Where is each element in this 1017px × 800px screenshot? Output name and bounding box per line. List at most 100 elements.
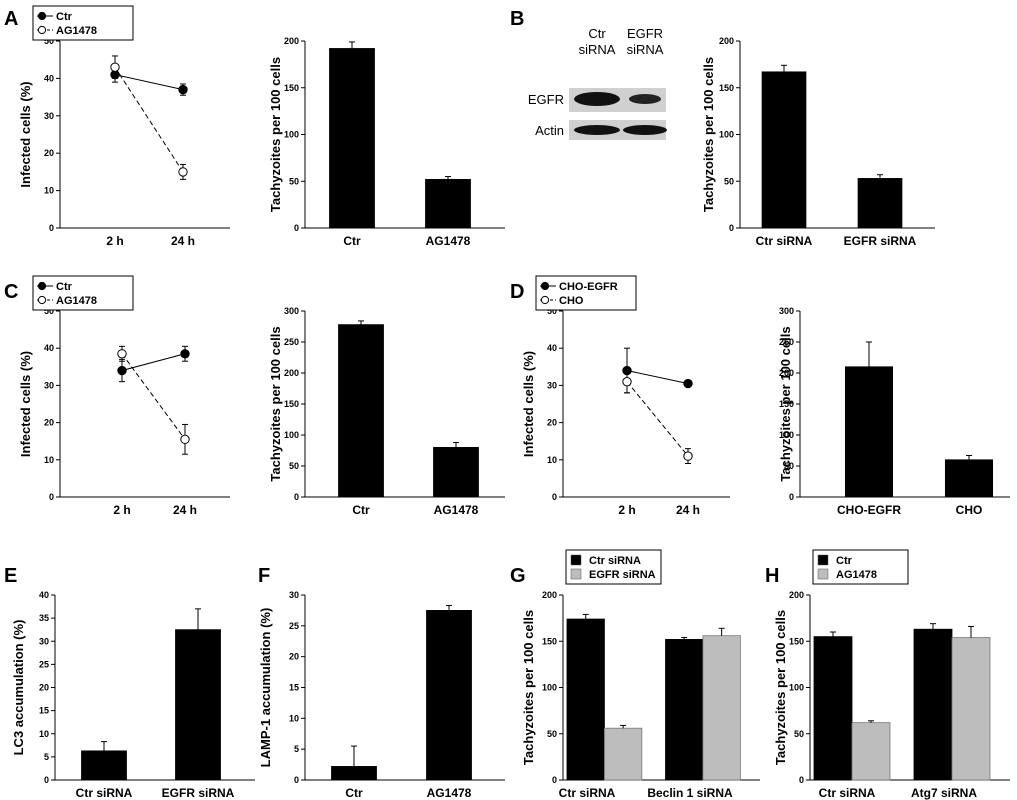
y-tick-label: 150	[789, 636, 804, 646]
y-tick-label: 250	[779, 337, 794, 347]
legend-label: EGFR siRNA	[589, 569, 656, 581]
x-category-label: CHO-EGFR	[837, 503, 901, 517]
data-point-ag1478	[178, 167, 188, 177]
y-tick-label: 0	[799, 775, 804, 785]
y-tick-label: 50	[794, 729, 804, 739]
chart-d1: 0 10 20 30 40 50 Infected cells (%) 2 h 24 h CHO-…	[521, 275, 730, 517]
x-category-label: EGFR siRNA	[162, 786, 235, 800]
legend-marker	[37, 25, 47, 35]
chart-g: 0 50 100 150 200 Tachyzoites per 100 cells Ctr…	[521, 549, 760, 800]
x-category-label: 2 h	[618, 503, 635, 517]
blot-row-label-egfr: EGFR	[528, 92, 564, 107]
y-axis-label: Tachyzoites per 100 cells	[701, 57, 716, 212]
y-tick-label: 50	[289, 461, 299, 471]
y-tick-label: 0	[552, 492, 557, 502]
y-axis-label: Tachyzoites per 100 cells	[268, 57, 283, 212]
y-tick-label: 0	[44, 775, 49, 785]
x-category-label: Atg7 siRNA	[911, 786, 977, 800]
blot-band-egfr-sirna	[629, 94, 661, 104]
bar-value-0	[338, 324, 384, 498]
y-axis-label: Tachyzoites per 100 cells	[773, 610, 788, 765]
x-category-label: 2 h	[106, 234, 123, 248]
y-tick-label: 10	[547, 455, 557, 465]
y-tick-label: 200	[779, 368, 794, 378]
legend-box	[535, 275, 637, 311]
legend-marker	[37, 11, 47, 21]
y-axis-label: Tachyzoites per 100 cells	[268, 326, 283, 481]
chart-f: 0 5 10 15 20 25 30 LAMP-1 accumulation (%) Ctr AG…	[258, 590, 505, 800]
chart-a2: 0 50 100 150 200 Tachyzoites per 100 cells Ctr…	[268, 36, 505, 248]
y-tick-label: 250	[284, 337, 299, 347]
y-tick-label: 5	[294, 744, 299, 754]
bar-ctr-1	[913, 628, 953, 781]
x-category-label: Beclin 1 siRNA	[647, 786, 733, 800]
data-point-cho	[622, 376, 632, 387]
bar-value-0	[329, 48, 375, 229]
x-category-label: Ctr	[343, 234, 361, 248]
bar-ctr-0	[813, 636, 853, 781]
blot-lane-1-line-1: Ctr	[588, 26, 606, 41]
bar-ag1478-0	[851, 722, 891, 781]
y-tick-label: 150	[284, 83, 299, 93]
legend-box	[32, 275, 134, 311]
x-category-label: AG1478	[427, 786, 472, 800]
legend-label: AG1478	[836, 569, 877, 581]
y-tick-label: 25	[289, 621, 299, 631]
y-axis-label: Infected cells (%)	[18, 351, 33, 457]
x-category-label: Ctr siRNA	[76, 786, 133, 800]
bar-ag1478-1	[951, 637, 991, 781]
y-tick-label: 20	[44, 418, 54, 428]
legend-label: AG1478	[56, 25, 97, 37]
y-tick-label: 40	[44, 343, 54, 353]
legend-swatch	[817, 554, 829, 566]
panel-label-e: E	[4, 565, 17, 587]
legend-label: AG1478	[56, 295, 97, 307]
legend-label: Ctr	[836, 555, 853, 567]
panel-label-f: F	[258, 565, 270, 587]
y-tick-label: 100	[789, 683, 804, 693]
y-tick-label: 150	[719, 83, 734, 93]
bar-value-0	[331, 766, 377, 781]
y-tick-label: 30	[39, 636, 49, 646]
y-tick-label: 0	[729, 223, 734, 233]
y-tick-label: 50	[547, 729, 557, 739]
series-line-ctr	[114, 74, 184, 91]
x-category-label: 24 h	[171, 234, 195, 248]
y-tick-label: 100	[284, 130, 299, 140]
legend-swatch	[570, 554, 582, 566]
y-tick-label: 20	[44, 148, 54, 158]
y-tick-label: 0	[552, 775, 557, 785]
series-line-cho-egfr	[626, 370, 689, 385]
series-line-ag1478	[121, 353, 186, 440]
chart-c1: 0 10 20 30 40 50 Infected cells (%) 2 h 24 h Ctr A…	[18, 275, 230, 517]
panel-label-a: A	[4, 8, 18, 30]
y-tick-label: 10	[44, 186, 54, 196]
data-point-cho	[683, 451, 693, 461]
y-tick-label: 150	[284, 399, 299, 409]
legend: Ctr AG1478	[812, 549, 909, 585]
y-axis-label: LAMP-1 accumulation (%)	[258, 608, 273, 768]
bar-value-1	[425, 178, 471, 229]
legend-label: Ctr siRNA	[589, 555, 641, 567]
y-axis-label: LC3 accumulation (%)	[11, 620, 26, 756]
chart-e: 0 5 10 15 20 25 30 35 40 LC3 accumulation (%) Ctr …	[11, 590, 255, 800]
y-tick-label: 35	[39, 613, 49, 623]
x-category-label: AG1478	[434, 503, 479, 517]
blot-band-actin-ctr	[574, 125, 620, 135]
blot-lane-1-line-2: siRNA	[579, 42, 616, 57]
x-category-label: CHO	[956, 503, 983, 517]
x-category-label: 24 h	[173, 503, 197, 517]
legend-marker	[37, 295, 47, 305]
bar-value-0	[844, 366, 894, 498]
bar-value-1	[175, 629, 221, 781]
bar-value-1	[426, 610, 472, 781]
x-category-label: Ctr siRNA	[819, 786, 876, 800]
bar-value-1	[857, 178, 903, 229]
legend: CHO-EGFR CHO	[535, 275, 637, 311]
y-tick-label: 100	[719, 130, 734, 140]
y-tick-label: 150	[779, 399, 794, 409]
